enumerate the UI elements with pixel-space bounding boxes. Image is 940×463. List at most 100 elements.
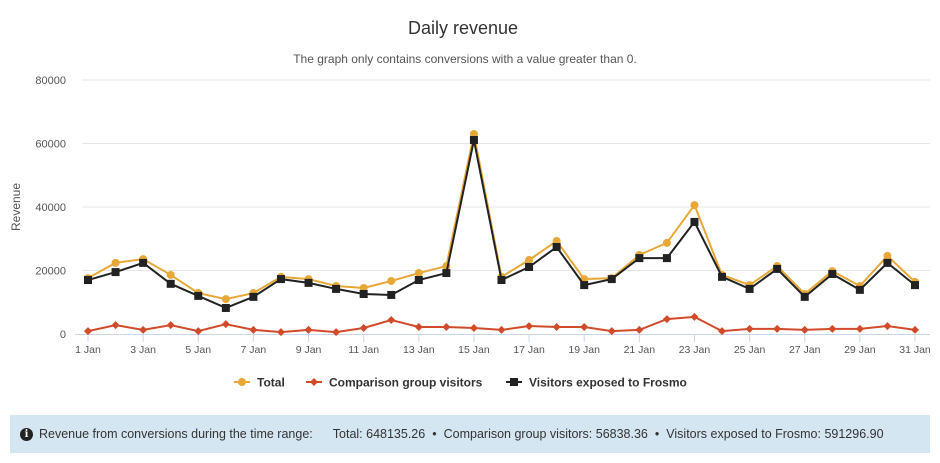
- legend-item[interactable]: Comparison group visitors: [306, 376, 483, 390]
- legend-marker: [310, 378, 318, 386]
- data-point: [773, 264, 782, 273]
- legend-marker: [510, 378, 518, 386]
- data-point: [166, 270, 175, 279]
- y-axis-label: Revenue: [9, 183, 23, 231]
- data-point: [387, 276, 396, 285]
- x-tick-label: 31 Jan: [899, 344, 931, 356]
- x-tick-label: 1 Jan: [75, 344, 101, 356]
- data-point: [111, 268, 120, 277]
- data-point: [359, 323, 368, 332]
- legend-label: Total: [257, 376, 285, 390]
- summary-exposed: Visitors exposed to Frosmo: 591296.90: [666, 427, 884, 441]
- separator: •: [654, 427, 660, 441]
- data-point: [800, 292, 809, 301]
- data-point: [525, 322, 534, 331]
- data-point: [469, 136, 478, 145]
- data-point: [690, 217, 699, 226]
- data-point: [525, 256, 534, 265]
- data-point: [469, 323, 478, 332]
- data-point: [662, 315, 671, 324]
- data-point: [883, 322, 892, 331]
- data-point: [84, 276, 92, 285]
- data-point: [580, 323, 589, 332]
- data-point: [359, 289, 368, 298]
- data-point: [580, 281, 589, 290]
- data-point: [525, 263, 534, 272]
- data-point: [773, 324, 782, 333]
- chart-title: Daily revenue: [408, 18, 518, 38]
- y-tick-label: 80000: [35, 75, 66, 87]
- data-point: [359, 283, 368, 292]
- legend-item[interactable]: Total: [234, 376, 285, 390]
- x-tick-label: 13 Jan: [403, 344, 435, 356]
- data-point: [911, 281, 919, 290]
- data-point: [635, 254, 644, 263]
- chart-subtitle: The graph only contains conversions with…: [293, 52, 637, 66]
- data-point: [662, 238, 671, 247]
- y-tick-label: 20000: [35, 266, 66, 278]
- data-point: [607, 275, 616, 284]
- x-tick-label: 21 Jan: [624, 344, 656, 356]
- summary-total: Total: 648135.26: [332, 427, 426, 441]
- summary-label: Revenue from conversions during the time…: [39, 427, 313, 441]
- data-point: [635, 325, 644, 334]
- data-point: [497, 276, 506, 285]
- y-tick-label: 60000: [35, 139, 66, 151]
- data-point: [690, 201, 699, 210]
- data-point: [139, 258, 148, 267]
- data-point: [139, 325, 148, 334]
- data-point: [552, 323, 561, 332]
- summary-comparison: Comparison group visitors: 56838.36: [443, 427, 648, 441]
- data-point: [276, 275, 285, 284]
- x-tick-label: 9 Jan: [296, 344, 322, 356]
- data-point: [855, 324, 864, 333]
- x-tick-label: 5 Jan: [185, 344, 211, 356]
- data-point: [276, 328, 285, 337]
- data-point: [166, 279, 175, 288]
- y-tick-label: 0: [60, 329, 66, 341]
- data-point: [469, 129, 478, 138]
- x-tick-label: 19 Jan: [568, 344, 600, 356]
- revenue-summary-bar: i Revenue from conversions during the ti…: [10, 415, 930, 453]
- legend-item[interactable]: Visitors exposed to Frosmo: [506, 376, 687, 390]
- daily-revenue-chart: Daily revenue The graph only contains co…: [9, 18, 931, 390]
- data-point: [607, 327, 616, 336]
- separator: •: [432, 427, 437, 441]
- data-point: [414, 276, 423, 285]
- data-point: [662, 254, 671, 263]
- data-point: [745, 284, 754, 293]
- x-tick-label: 25 Jan: [734, 344, 766, 356]
- legend-label: Comparison group visitors: [329, 376, 483, 390]
- data-point: [249, 292, 258, 301]
- data-point: [166, 321, 175, 330]
- data-point: [84, 327, 92, 336]
- x-tick-label: 3 Jan: [130, 344, 156, 356]
- data-point: [883, 251, 892, 260]
- data-point: [249, 325, 258, 334]
- legend-label: Visitors exposed to Frosmo: [529, 376, 687, 390]
- data-point: [221, 320, 230, 329]
- data-point: [387, 316, 396, 325]
- data-point: [111, 321, 120, 330]
- data-point: [883, 258, 892, 267]
- x-tick-label: 11 Jan: [348, 344, 379, 356]
- data-point: [194, 291, 203, 300]
- data-point: [304, 278, 313, 287]
- y-tick-label: 40000: [35, 202, 66, 214]
- data-point: [718, 327, 727, 336]
- data-point: [911, 325, 919, 334]
- data-point: [194, 327, 203, 336]
- data-point: [221, 295, 230, 304]
- data-point: [745, 324, 754, 333]
- series-visitors-exposed-to-frosmo: [84, 136, 919, 312]
- data-point: [552, 243, 561, 252]
- data-point: [221, 303, 230, 312]
- info-icon: i: [20, 427, 33, 441]
- x-tick-label: 27 Jan: [789, 344, 821, 356]
- data-point: [855, 285, 864, 294]
- data-point: [497, 325, 506, 334]
- x-tick-label: 17 Jan: [513, 344, 545, 356]
- legend-marker: [238, 378, 246, 386]
- data-point: [414, 269, 423, 278]
- x-tick-label: 15 Jan: [458, 344, 490, 356]
